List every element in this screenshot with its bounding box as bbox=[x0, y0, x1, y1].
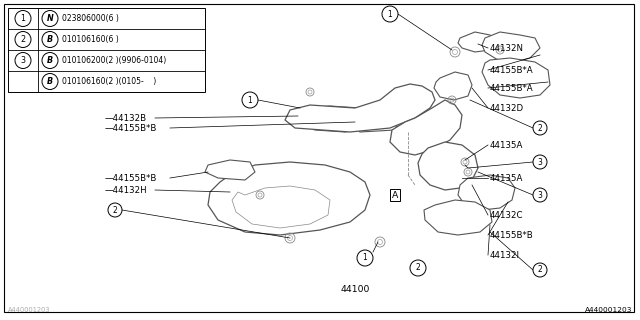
Text: 2: 2 bbox=[415, 263, 420, 273]
Text: —44132B: —44132B bbox=[105, 114, 147, 123]
Circle shape bbox=[533, 188, 547, 202]
Polygon shape bbox=[205, 160, 255, 180]
Text: 3: 3 bbox=[538, 157, 543, 166]
Text: 2: 2 bbox=[538, 124, 542, 132]
Text: 2: 2 bbox=[113, 205, 117, 214]
Text: 44135A: 44135A bbox=[490, 140, 524, 149]
Text: —44155B*B: —44155B*B bbox=[105, 124, 157, 132]
Text: 44100: 44100 bbox=[340, 285, 370, 294]
Circle shape bbox=[533, 121, 547, 135]
Polygon shape bbox=[285, 84, 435, 132]
Text: 44135A: 44135A bbox=[490, 173, 524, 182]
Text: B: B bbox=[47, 56, 53, 65]
Text: 3: 3 bbox=[538, 190, 543, 199]
Text: 44155B*B: 44155B*B bbox=[490, 230, 534, 239]
Bar bbox=[8, 8, 205, 92]
Text: 2: 2 bbox=[538, 266, 542, 275]
Polygon shape bbox=[482, 58, 550, 98]
Polygon shape bbox=[482, 32, 540, 62]
Text: N: N bbox=[47, 14, 53, 23]
Polygon shape bbox=[352, 116, 398, 132]
Circle shape bbox=[108, 203, 122, 217]
Text: —44132H: —44132H bbox=[105, 186, 148, 195]
Text: A440001203: A440001203 bbox=[8, 307, 51, 313]
Text: 1: 1 bbox=[248, 95, 252, 105]
Polygon shape bbox=[298, 106, 380, 132]
Text: —44155B*B: —44155B*B bbox=[105, 173, 157, 182]
Text: 010106200(2 )(9906-0104): 010106200(2 )(9906-0104) bbox=[62, 56, 166, 65]
Text: 010106160(6 ): 010106160(6 ) bbox=[62, 35, 119, 44]
Text: 44132D: 44132D bbox=[490, 103, 524, 113]
Polygon shape bbox=[232, 186, 330, 228]
Circle shape bbox=[242, 92, 258, 108]
Polygon shape bbox=[390, 100, 462, 155]
Polygon shape bbox=[458, 175, 515, 210]
Polygon shape bbox=[208, 162, 370, 235]
Text: B: B bbox=[47, 77, 53, 86]
Polygon shape bbox=[434, 72, 472, 100]
Polygon shape bbox=[418, 142, 478, 190]
Circle shape bbox=[533, 263, 547, 277]
Text: 44132I: 44132I bbox=[490, 251, 520, 260]
Text: 44132C: 44132C bbox=[490, 211, 524, 220]
Text: 010106160(2 )(0105-    ): 010106160(2 )(0105- ) bbox=[62, 77, 156, 86]
Circle shape bbox=[533, 155, 547, 169]
Polygon shape bbox=[458, 32, 495, 52]
Text: 3: 3 bbox=[20, 56, 26, 65]
Text: A: A bbox=[392, 190, 398, 199]
Text: 1: 1 bbox=[388, 10, 392, 19]
Text: 1: 1 bbox=[20, 14, 26, 23]
Circle shape bbox=[410, 260, 426, 276]
Text: 2: 2 bbox=[20, 35, 26, 44]
Text: 1: 1 bbox=[363, 253, 367, 262]
Text: B: B bbox=[47, 35, 53, 44]
Text: 023806000(6 ): 023806000(6 ) bbox=[62, 14, 119, 23]
Circle shape bbox=[382, 6, 398, 22]
Polygon shape bbox=[424, 200, 492, 235]
Text: 44155B*A: 44155B*A bbox=[490, 66, 534, 75]
Text: 44132N: 44132N bbox=[490, 44, 524, 52]
Text: 44155B*A: 44155B*A bbox=[490, 84, 534, 92]
Text: A440001203: A440001203 bbox=[584, 307, 632, 313]
Circle shape bbox=[357, 250, 373, 266]
